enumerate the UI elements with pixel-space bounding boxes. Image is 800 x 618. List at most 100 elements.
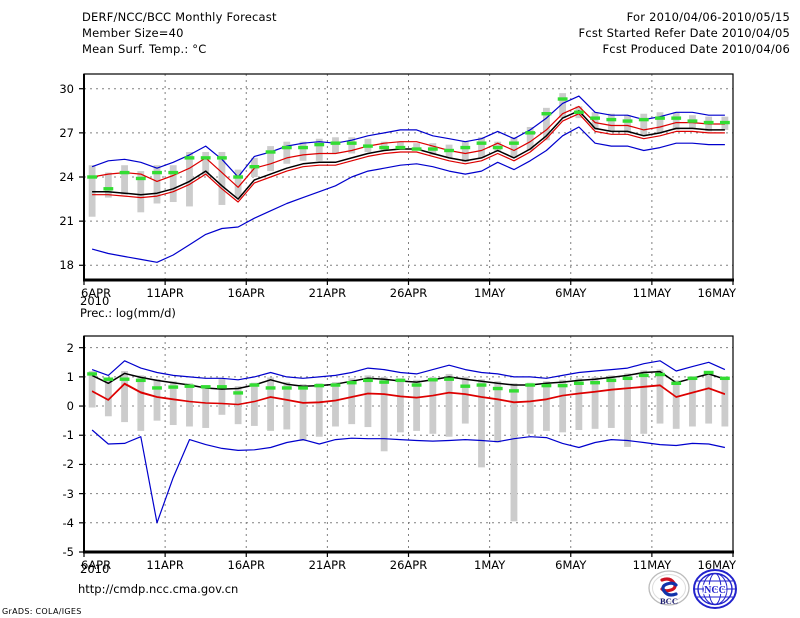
observed-range-bar <box>104 378 112 417</box>
ylabel-precipitation-2: 2 <box>66 340 74 355</box>
observed-range-bar <box>218 151 226 205</box>
xlabel-temperature-11MAY: 11MAY <box>632 286 672 300</box>
precip-panel-title: Prec.: log(mm/d) <box>80 306 176 320</box>
observed-range-bar <box>413 379 421 431</box>
observed-range-bar <box>461 141 469 163</box>
ylabel-precipitation--2: -2 <box>62 457 74 472</box>
observed-range-bar <box>121 371 128 423</box>
ylabel-precipitation-1: 1 <box>66 369 74 384</box>
observed-range-bar <box>202 151 210 176</box>
climatology-dashes-temperature <box>87 97 730 191</box>
bcc-logo: BCC <box>646 570 692 612</box>
observed-range-bar <box>396 378 404 433</box>
xlabel-temperature-16APR: 16APR <box>227 286 265 300</box>
header-start-date: Fcst Started Refer Date 2010/04/05 <box>578 26 790 40</box>
observed-range-bar <box>169 165 177 203</box>
observed-range-bar <box>672 112 680 130</box>
ylabel-precipitation-0: 0 <box>66 399 74 414</box>
observed-range-bar <box>510 383 518 522</box>
observed-range-bar <box>364 375 372 428</box>
observed-range-bar <box>526 382 534 434</box>
observed-range-bar <box>559 379 567 433</box>
observed-range-bar <box>380 376 388 452</box>
xaxis-year-top: 2010 <box>80 294 110 308</box>
observed-range-bar <box>250 382 258 426</box>
series-line-ensemble-min <box>91 126 725 263</box>
observed-range-bar <box>202 385 210 428</box>
xlabel-precipitation-21APR: 21APR <box>308 558 347 572</box>
series-line-25th-percentile <box>92 113 725 203</box>
observed-range-bar <box>88 371 96 408</box>
ylabel-temperature-30: 30 <box>59 81 74 96</box>
series-precipitation <box>87 360 730 524</box>
series-line-75th-percentile <box>91 105 725 188</box>
observed-range-bar <box>656 112 664 133</box>
panel-precipitation <box>79 335 734 557</box>
xlabel-precipitation-6APR: 6APR <box>81 558 112 572</box>
xlabel-precipitation-11APR: 11APR <box>146 558 184 572</box>
observed-range-bar <box>721 376 729 427</box>
observed-range-bar <box>153 379 161 421</box>
observed-range-bar <box>234 169 242 198</box>
observed-range-bar <box>445 373 453 437</box>
observed-range-bar <box>607 113 615 132</box>
xlabel-precipitation-6MAY: 6MAY <box>555 558 587 572</box>
xlabel-temperature-1MAY: 1MAY <box>474 286 506 300</box>
ylabel-precipitation--3: -3 <box>62 486 74 501</box>
ylabel-temperature-27: 27 <box>59 125 74 140</box>
series-line-ensemble-mean <box>91 370 726 390</box>
observed-range-bar <box>543 381 550 431</box>
series-line-ensemble-mean <box>92 110 725 200</box>
ylabel-precipitation--4: -4 <box>62 515 74 530</box>
observed-range-bar <box>396 141 404 148</box>
ylabel-precipitation--5: -5 <box>62 545 74 559</box>
observed-range-bar <box>478 379 485 468</box>
xaxis-year-bottom: 2010 <box>80 562 110 576</box>
ncc-logo-label: NCC <box>704 585 726 596</box>
footer-url[interactable]: http://cmdp.ncc.cma.gov.cn <box>78 582 239 596</box>
bars-precipitation <box>88 369 729 522</box>
xlabel-precipitation-16MAY: 16MAY <box>697 558 736 572</box>
observed-range-bar <box>348 378 356 425</box>
observed-range-bar <box>315 138 323 161</box>
footer-grads: GrADS: COLA/IGES <box>2 607 82 616</box>
observed-range-bar <box>267 146 274 172</box>
xlabel-temperature-6MAY: 6MAY <box>555 286 587 300</box>
observed-range-bar <box>315 383 323 437</box>
observed-range-bar <box>218 378 226 415</box>
observed-range-bar <box>559 93 567 119</box>
header-produced-date: Fcst Produced Date 2010/04/06 <box>602 42 790 56</box>
ylabel-temperature-24: 24 <box>59 170 74 184</box>
bcc-logo-label: BCC <box>660 596 678 606</box>
observed-range-bar <box>137 375 145 431</box>
header-forecast-period: For 2010/04/06-2010/05/15 <box>626 10 790 24</box>
observed-range-bar <box>461 376 469 424</box>
observed-range-bar <box>283 382 291 430</box>
observed-range-bar <box>332 382 339 427</box>
ylabel-temperature-21: 21 <box>59 214 74 229</box>
climatology-dashes-precipitation <box>87 370 730 395</box>
observed-range-bar <box>591 376 599 429</box>
observed-range-bar <box>478 137 485 158</box>
observed-range-bar <box>153 165 161 204</box>
panel-temperature <box>79 73 734 285</box>
observed-range-bar <box>575 378 583 430</box>
series-line-ensemble-max <box>91 95 725 178</box>
ncc-logo: NCC <box>692 568 738 612</box>
header-variable: Mean Surf. Temp.: °C <box>82 42 207 56</box>
observed-range-bar <box>689 376 696 427</box>
xlabel-temperature-6APR: 6APR <box>81 286 112 300</box>
observed-range-bar <box>169 381 177 426</box>
observed-range-bar <box>299 141 307 161</box>
observed-range-bar <box>607 375 615 428</box>
observed-range-bar <box>186 383 193 427</box>
observed-range-bar <box>705 371 713 424</box>
observed-range-bar <box>656 369 664 424</box>
series-line-ensemble-max <box>91 360 726 381</box>
observed-range-bar <box>591 112 599 130</box>
observed-range-bar <box>624 115 631 133</box>
header-member-size: Member Size=40 <box>82 26 184 40</box>
xlabel-precipitation-16APR: 16APR <box>227 558 265 572</box>
observed-range-bar <box>510 137 518 158</box>
